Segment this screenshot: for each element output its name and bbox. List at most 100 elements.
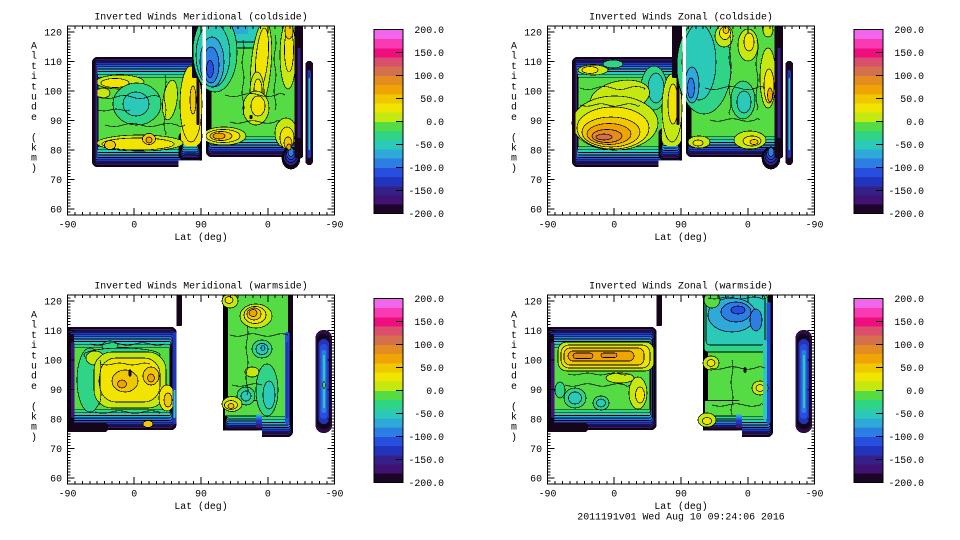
svg-text:60: 60 <box>50 473 62 484</box>
svg-text:k: k <box>511 412 517 423</box>
svg-text:-100.0: -100.0 <box>888 432 924 443</box>
svg-text:80: 80 <box>50 145 62 156</box>
svg-text:0.0: 0.0 <box>426 117 444 128</box>
svg-text:m: m <box>511 153 517 164</box>
svg-text:A: A <box>31 310 37 321</box>
svg-text:i: i <box>511 340 517 351</box>
svg-text:200.0: 200.0 <box>894 294 924 305</box>
svg-text:100: 100 <box>524 86 542 97</box>
svg-text:Lat (deg): Lat (deg) <box>654 232 707 243</box>
svg-text:l: l <box>31 51 37 62</box>
svg-text:Inverted Winds Meridional (col: Inverted Winds Meridional (coldside) <box>94 12 307 23</box>
svg-text:0: 0 <box>131 489 137 500</box>
svg-text:Lat (deg): Lat (deg) <box>174 501 227 512</box>
svg-text:150.0: 150.0 <box>414 48 444 59</box>
svg-text:k: k <box>511 143 517 154</box>
svg-text:70: 70 <box>530 175 542 186</box>
svg-text:70: 70 <box>530 444 542 455</box>
svg-text:70: 70 <box>50 444 62 455</box>
svg-text:100: 100 <box>524 355 542 366</box>
svg-text:(: ( <box>31 401 37 412</box>
svg-text:-150.0: -150.0 <box>408 186 444 197</box>
svg-text:Inverted Winds Zonal (warmside: Inverted Winds Zonal (warmside) <box>589 281 773 292</box>
svg-text:d: d <box>31 102 37 113</box>
svg-text:80: 80 <box>530 414 542 425</box>
svg-text:120: 120 <box>44 27 62 38</box>
svg-text:k: k <box>31 412 37 423</box>
svg-text:m: m <box>31 153 37 164</box>
svg-text:60: 60 <box>530 473 542 484</box>
svg-text:): ) <box>31 432 37 443</box>
svg-text:-150.0: -150.0 <box>888 186 924 197</box>
svg-text:t: t <box>31 350 37 361</box>
svg-text:70: 70 <box>50 175 62 186</box>
svg-text:i: i <box>511 71 517 82</box>
svg-text:u: u <box>511 361 517 372</box>
svg-text:50.0: 50.0 <box>900 94 924 105</box>
svg-text:d: d <box>31 371 37 382</box>
svg-text:0: 0 <box>265 220 271 231</box>
svg-text:Inverted Winds Meridional (war: Inverted Winds Meridional (warmside) <box>94 281 307 292</box>
svg-text:-200.0: -200.0 <box>408 209 444 220</box>
svg-text:110: 110 <box>524 57 542 68</box>
svg-text:90: 90 <box>195 489 207 500</box>
svg-text:l: l <box>31 320 37 331</box>
svg-text:-90: -90 <box>59 489 77 500</box>
svg-text:110: 110 <box>44 326 62 337</box>
svg-text:u: u <box>31 92 37 103</box>
svg-text:80: 80 <box>530 145 542 156</box>
svg-text:i: i <box>31 71 37 82</box>
svg-text:): ) <box>31 163 37 174</box>
svg-text:0: 0 <box>745 489 751 500</box>
svg-text:): ) <box>511 163 517 174</box>
svg-text:0.0: 0.0 <box>906 386 924 397</box>
svg-text:-200.0: -200.0 <box>888 209 924 220</box>
svg-text:90: 90 <box>530 385 542 396</box>
svg-text:A: A <box>511 41 517 52</box>
svg-text:50.0: 50.0 <box>420 363 444 374</box>
svg-text:-150.0: -150.0 <box>408 455 444 466</box>
svg-text:d: d <box>511 102 517 113</box>
svg-text:0.0: 0.0 <box>906 117 924 128</box>
svg-text:-90: -90 <box>326 220 344 231</box>
svg-text:90: 90 <box>50 116 62 127</box>
svg-text:(: ( <box>511 401 517 412</box>
svg-text:90: 90 <box>675 220 687 231</box>
svg-text:t: t <box>511 350 517 361</box>
svg-text:t: t <box>511 330 517 341</box>
svg-text:100: 100 <box>44 355 62 366</box>
svg-text:50.0: 50.0 <box>900 363 924 374</box>
svg-text:-90: -90 <box>806 489 824 500</box>
svg-text:200.0: 200.0 <box>894 25 924 36</box>
svg-text:90: 90 <box>530 116 542 127</box>
svg-text:150.0: 150.0 <box>894 317 924 328</box>
svg-text:0: 0 <box>745 220 751 231</box>
svg-text:60: 60 <box>50 204 62 215</box>
svg-text:90: 90 <box>195 220 207 231</box>
svg-text:2011191v01 Wed Aug 10 09:24:06: 2011191v01 Wed Aug 10 09:24:06 2016 <box>577 512 784 523</box>
svg-text:t: t <box>31 81 37 92</box>
svg-text:i: i <box>31 340 37 351</box>
svg-text:e: e <box>511 112 517 123</box>
svg-text:A: A <box>511 310 517 321</box>
svg-text:Inverted Winds Zonal (coldside: Inverted Winds Zonal (coldside) <box>589 12 773 23</box>
svg-text:-200.0: -200.0 <box>888 478 924 489</box>
svg-text:A: A <box>31 41 37 52</box>
svg-text:u: u <box>511 92 517 103</box>
svg-text:-90: -90 <box>539 489 557 500</box>
svg-text:k: k <box>31 143 37 154</box>
svg-text:50.0: 50.0 <box>420 94 444 105</box>
svg-text:Lat (deg): Lat (deg) <box>174 232 227 243</box>
svg-text:e: e <box>31 112 37 123</box>
svg-text:d: d <box>511 371 517 382</box>
svg-text:0: 0 <box>131 220 137 231</box>
svg-text:m: m <box>31 422 37 433</box>
svg-text:100.0: 100.0 <box>894 71 924 82</box>
svg-text:60: 60 <box>530 204 542 215</box>
svg-text:-100.0: -100.0 <box>408 432 444 443</box>
svg-text:-50.0: -50.0 <box>894 140 924 151</box>
svg-text:100.0: 100.0 <box>414 340 444 351</box>
svg-text:-100.0: -100.0 <box>888 163 924 174</box>
svg-text:-50.0: -50.0 <box>414 409 444 420</box>
svg-text:0: 0 <box>265 489 271 500</box>
